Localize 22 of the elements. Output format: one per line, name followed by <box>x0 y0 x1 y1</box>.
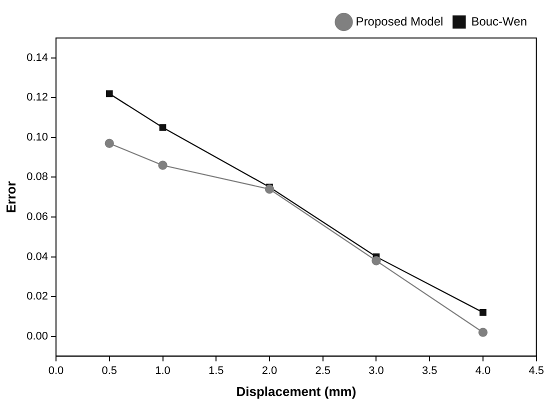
y-tick-label: 0.12 <box>26 92 48 104</box>
x-tick-label: 1.0 <box>155 364 170 377</box>
x-tick-label: 4.5 <box>528 364 544 377</box>
y-tick-label: 0.02 <box>26 290 48 303</box>
x-tick-label: 1.5 <box>208 364 224 377</box>
x-tick-label: 4.0 <box>475 364 491 377</box>
x-tick-label: 2.5 <box>315 364 331 377</box>
y-tick-label: 0.08 <box>26 171 48 184</box>
y-axis-title: Error <box>3 181 18 213</box>
y-tick-label: 0.10 <box>26 131 48 144</box>
x-tick-label: 0.0 <box>48 364 64 377</box>
y-tick-label: 0.00 <box>26 330 48 342</box>
legend-label: Bouc-Wen <box>471 14 528 28</box>
x-tick-label: 2.0 <box>262 364 278 377</box>
y-tick-label: 0.06 <box>26 211 48 224</box>
legend-label: Proposed Model <box>356 14 444 28</box>
x-tick-label: 3.5 <box>422 364 438 377</box>
x-tick-label: 0.5 <box>102 364 118 377</box>
x-axis-title: Displacement (mm) <box>236 384 356 399</box>
y-tick-label: 0.14 <box>26 52 48 64</box>
x-tick-label: 3.0 <box>368 364 384 377</box>
y-tick-label: 0.04 <box>26 250 48 263</box>
